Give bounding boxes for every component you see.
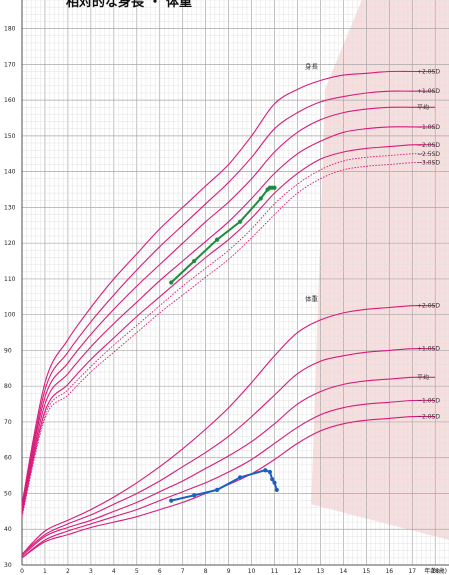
x-tick-label: 0 [20, 568, 24, 575]
x-tick-label: 17 [408, 568, 416, 575]
weight-measurement-point [169, 498, 174, 503]
chart-grid [21, 0, 449, 566]
height-series-label: −1.0SD [417, 124, 440, 131]
weight-measurement-point [263, 468, 268, 473]
height-series-label: −2.0SD [417, 142, 440, 149]
height-section-label: 身長 [305, 61, 319, 70]
height-measurement-point [215, 237, 220, 242]
height-measurement-point [237, 219, 243, 224]
x-tick-label: 11 [271, 568, 279, 575]
height-curve [21, 90, 436, 508]
x-tick-label: 14 [340, 568, 348, 575]
y-tick-label: 110 [4, 276, 16, 283]
weight-curve [21, 305, 436, 555]
x-tick-label: 4 [112, 568, 116, 575]
height-curve [21, 162, 436, 517]
y-tick-label: 170 [4, 61, 16, 68]
y-tick-label: 40 [4, 526, 12, 533]
weight-series-label: +1.0SD [417, 346, 440, 353]
height-curve [21, 153, 436, 515]
chart-axes: 3040506070809010011012013014015016017018… [4, 0, 449, 575]
chart-title: 相対的な身長 ・ 体重 [66, 0, 192, 10]
weight-series-label: −1.0SD [417, 398, 440, 405]
height-series-label: −3.0SD [417, 160, 440, 167]
x-tick-label: 12 [294, 568, 302, 575]
weight-curve [21, 348, 436, 555]
y-tick-label: 140 [4, 169, 16, 176]
x-axis-label: 年齢(歳) [424, 567, 447, 575]
weight-measurement-point [215, 487, 220, 493]
y-tick-label: 120 [4, 240, 16, 247]
height-series-label: +1.0SD [417, 88, 440, 95]
weight-series-label: 平均 [417, 373, 429, 381]
y-tick-label: 150 [4, 133, 16, 140]
y-tick-label: 130 [4, 204, 16, 211]
reference-curves [21, 70, 436, 559]
height-curve [21, 126, 436, 512]
weight-measurement-point [272, 480, 277, 485]
y-tick-label: 80 [4, 383, 12, 390]
measurements [169, 185, 279, 503]
weight-measurement-point [274, 487, 279, 493]
y-tick-label: 60 [4, 455, 12, 462]
x-tick-label: 2 [66, 568, 70, 575]
y-tick-label: 100 [4, 312, 16, 319]
weight-series-label: +2.0SD [417, 303, 440, 310]
x-tick-label: 5 [135, 568, 139, 575]
height-series-label: 平均 [417, 103, 429, 111]
x-tick-label: 10 [248, 568, 256, 575]
weight-measurement-point [237, 475, 243, 480]
weight-measurement-point [270, 477, 275, 482]
x-tick-label: 3 [89, 568, 93, 575]
x-tick-label: 18 [431, 568, 439, 575]
height-measurement-point [192, 258, 197, 264]
weight-section-label: 体重 [305, 294, 319, 303]
y-tick-label: 90 [4, 347, 12, 354]
chart-labels: +2.0SD +1.0SD 平均 −1.0SD −2.0SD −2.5SD −3.0SD +2… [305, 61, 440, 420]
height-series-label: +2.0SD [417, 69, 440, 76]
height-measurement-point [258, 196, 263, 201]
height-series-label: −2.5SD [417, 151, 440, 158]
y-tick-label: 30 [4, 562, 12, 569]
y-tick-label: 50 [4, 490, 12, 497]
weight-curve [21, 399, 436, 559]
height-measurement-point [169, 280, 174, 285]
height-measurement-line [170, 186, 275, 284]
x-tick-label: 7 [181, 568, 185, 575]
x-tick-label: 1 [43, 568, 47, 575]
x-tick-label: 9 [227, 568, 231, 575]
height-curve [21, 70, 436, 505]
x-tick-label: 16 [385, 568, 393, 575]
weight-series-label: −2.0SD [417, 414, 440, 421]
x-tick-label: 15 [363, 568, 371, 575]
height-curve [21, 144, 436, 514]
x-tick-label: 13 [317, 568, 325, 575]
weight-measurement-point [267, 469, 273, 475]
y-tick-label: 160 [4, 97, 16, 104]
x-tick-label: 8 [204, 568, 208, 575]
height-measurement-point [272, 185, 277, 190]
y-tick-label: 70 [4, 419, 12, 426]
weight-curve [21, 376, 436, 557]
x-tick-label: 6 [158, 568, 162, 575]
y-tick-label: 180 [4, 26, 16, 33]
weight-measurement-point [192, 493, 197, 498]
height-curve [21, 106, 436, 508]
